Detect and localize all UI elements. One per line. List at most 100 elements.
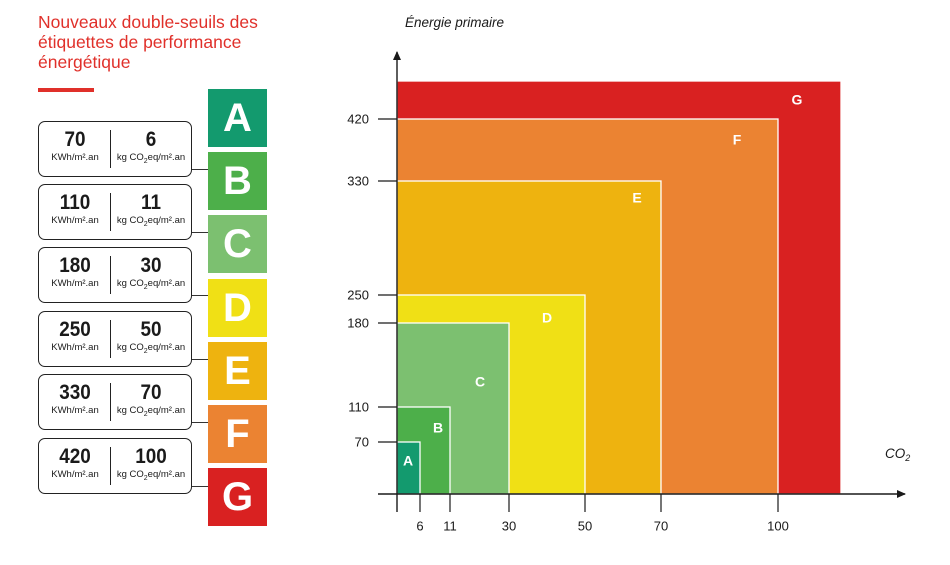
co2-value: 11 (141, 191, 161, 214)
class-badge-g: G (208, 468, 267, 526)
co2-unit-suffix: eq/m².an (147, 215, 186, 226)
threshold-divider (110, 256, 112, 294)
energy-threshold: 110 KWh/m².an (39, 185, 111, 239)
co2-value: 100 (135, 445, 167, 468)
y-tick-label: 330 (347, 173, 369, 188)
threshold-divider (110, 193, 112, 231)
x-tick-label: 11 (443, 518, 457, 533)
energy-unit: KWh/m².an (51, 469, 99, 480)
class-badge-c: C (208, 215, 267, 273)
co2-unit-suffix: eq/m².an (147, 152, 186, 163)
threshold-box: 330 KWh/m².an 70 kg CO2eq/m².an (38, 374, 192, 430)
threshold-connector (192, 169, 208, 171)
region-label-a: A (403, 453, 413, 469)
co2-unit: kg CO2eq/m².an (111, 215, 191, 231)
co2-unit-subscript: 2 (143, 410, 148, 418)
co2-unit-prefix: kg CO (116, 215, 144, 226)
x-tick-label: 30 (502, 518, 516, 533)
energy-value: 420 (59, 445, 91, 468)
x-axis-label: CO2 (885, 446, 910, 463)
co2-unit-prefix: kg CO (116, 469, 144, 480)
chart-title: Nouveaux double-seuils des étiquettes de… (38, 12, 258, 72)
co2-unit-prefix: kg CO (116, 278, 144, 289)
threshold-divider (110, 320, 112, 358)
threshold-divider (110, 383, 112, 421)
x-tick-label: 50 (578, 518, 592, 533)
co2-unit-subscript: 2 (143, 283, 148, 291)
threshold-box: 110 KWh/m².an 11 kg CO2eq/m².an (38, 184, 192, 240)
y-axis-label: Énergie primaire (405, 15, 504, 30)
energy-value: 70 (64, 128, 86, 151)
co2-unit-subscript: 2 (143, 347, 148, 355)
co2-unit: kg CO2eq/m².an (111, 405, 191, 421)
region-label-d: D (542, 310, 552, 326)
co2-unit-prefix: kg CO (116, 342, 144, 353)
y-tick-label: 420 (347, 111, 369, 126)
threshold-box: 420 KWh/m².an 100 kg CO2eq/m².an (38, 438, 192, 494)
co2-unit-suffix: eq/m².an (147, 342, 186, 353)
co2-value: 70 (140, 381, 162, 404)
co2-threshold: 11 kg CO2eq/m².an (111, 185, 191, 239)
y-tick-label: 250 (347, 287, 369, 302)
energy-threshold: 70 KWh/m².an (39, 122, 111, 176)
class-badge-e: E (208, 342, 267, 400)
region-label-g: G (792, 92, 803, 108)
energy-unit: KWh/m².an (51, 405, 99, 416)
threshold-connector (192, 486, 208, 488)
co2-threshold: 70 kg CO2eq/m².an (111, 375, 191, 429)
region-label-c: C (475, 374, 485, 390)
class-badge-f: F (208, 405, 267, 463)
co2-unit: kg CO2eq/m².an (111, 469, 191, 485)
co2-unit-suffix: eq/m².an (147, 405, 186, 416)
region-label-e: E (632, 190, 641, 206)
threshold-box: 180 KWh/m².an 30 kg CO2eq/m².an (38, 247, 192, 303)
energy-value: 250 (59, 318, 91, 341)
co2-threshold: 6 kg CO2eq/m².an (111, 122, 191, 176)
co2-threshold: 100 kg CO2eq/m².an (111, 439, 191, 493)
co2-unit-suffix: eq/m².an (147, 278, 186, 289)
energy-threshold: 250 KWh/m².an (39, 312, 111, 366)
x-tick-label: 100 (767, 518, 789, 533)
x-axis-label-main: CO (885, 446, 906, 461)
co2-threshold: 50 kg CO2eq/m².an (111, 312, 191, 366)
x-axis-label-sub: 2 (904, 453, 910, 463)
energy-threshold: 330 KWh/m².an (39, 375, 111, 429)
threshold-connector (192, 232, 208, 234)
energy-threshold: 420 KWh/m².an (39, 439, 111, 493)
threshold-divider (110, 447, 112, 485)
class-badge-b: B (208, 152, 267, 210)
title-underline (38, 88, 94, 92)
threshold-connector (192, 359, 208, 361)
co2-unit-prefix: kg CO (116, 405, 144, 416)
co2-value: 50 (140, 318, 162, 341)
co2-threshold: 30 kg CO2eq/m².an (111, 248, 191, 302)
co2-unit-subscript: 2 (143, 157, 148, 165)
x-tick-label: 70 (654, 518, 668, 533)
energy-value: 180 (59, 254, 91, 277)
region-label-b: B (433, 420, 443, 436)
threshold-box: 250 KWh/m².an 50 kg CO2eq/m².an (38, 311, 192, 367)
co2-unit: kg CO2eq/m².an (111, 152, 191, 168)
energy-value: 110 (59, 191, 91, 214)
energy-unit: KWh/m².an (51, 278, 99, 289)
co2-unit-suffix: eq/m².an (147, 469, 186, 480)
y-tick-label: 110 (348, 399, 369, 414)
y-tick-label: 180 (347, 315, 369, 330)
class-badge-d: D (208, 279, 267, 337)
co2-value: 6 (145, 128, 157, 151)
co2-value: 30 (140, 254, 162, 277)
threshold-box: 70 KWh/m².an 6 kg CO2eq/m².an (38, 121, 192, 177)
co2-unit-prefix: kg CO (116, 152, 144, 163)
energy-unit: KWh/m².an (51, 152, 99, 163)
x-tick-label: 6 (416, 518, 423, 533)
class-badge-a: A (208, 89, 267, 147)
threshold-divider (110, 130, 112, 168)
energy-threshold: 180 KWh/m².an (39, 248, 111, 302)
energy-value: 330 (59, 381, 91, 404)
region-label-f: F (733, 132, 742, 148)
y-tick-label: 70 (355, 434, 369, 449)
co2-unit: kg CO2eq/m².an (111, 278, 191, 294)
energy-unit: KWh/m².an (51, 215, 99, 226)
energy-unit: KWh/m².an (51, 342, 99, 353)
co2-unit-subscript: 2 (143, 474, 148, 482)
